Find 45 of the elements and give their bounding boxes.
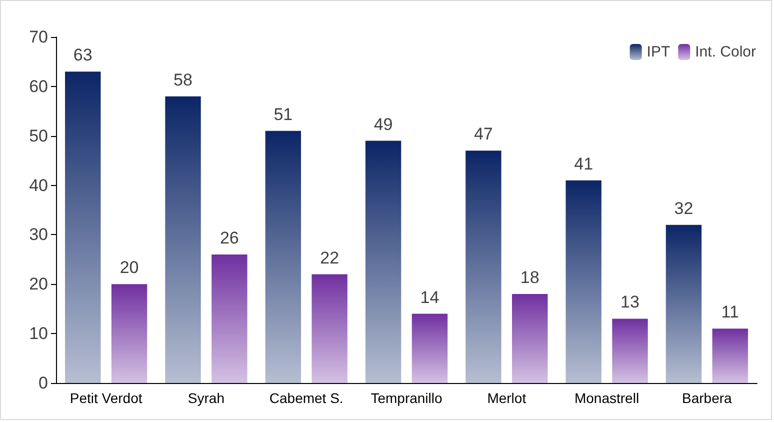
x-tick-label: Merlot: [487, 390, 526, 406]
data-label: 14: [420, 288, 440, 307]
data-label: 51: [274, 104, 293, 124]
bar: [412, 314, 448, 383]
data-label: 20: [120, 258, 139, 278]
y-tick-label: 50: [29, 126, 48, 146]
bar: [111, 284, 148, 383]
bar: [566, 180, 602, 383]
bar: [165, 96, 201, 383]
y-tick-label: 0: [38, 374, 48, 392]
data-label: 18: [520, 268, 540, 288]
bar: [65, 72, 101, 383]
y-tick-label: 10: [29, 324, 48, 344]
bar: [265, 130, 301, 383]
data-label: 47: [474, 124, 493, 144]
x-tick-label: Petit Verdot: [70, 390, 142, 406]
data-label: 26: [220, 228, 239, 248]
bar: [312, 274, 348, 383]
x-tick-label: Monastrell: [574, 390, 640, 406]
y-tick-label: 30: [29, 225, 48, 244]
bar: [466, 150, 502, 383]
bar: [212, 254, 248, 383]
data-label: 13: [620, 292, 640, 312]
legend-label: IPT: [646, 44, 670, 60]
bar: [666, 224, 702, 383]
y-tick-label: 70: [29, 28, 48, 46]
x-tick-label: Cabemet S.: [269, 390, 344, 406]
bar: [365, 140, 402, 383]
bar: [712, 328, 748, 383]
x-tick-label: Tempranillo: [370, 390, 443, 406]
x-tick-label: Barbera: [682, 390, 732, 406]
data-label: 63: [73, 46, 92, 65]
bar: [612, 318, 648, 383]
y-tick-label: 40: [29, 176, 48, 195]
data-label: 32: [674, 198, 694, 218]
data-label: 49: [374, 114, 393, 134]
y-tick-label: 60: [29, 76, 48, 96]
y-tick-label: 20: [29, 274, 48, 294]
data-label: 22: [320, 248, 340, 268]
bar: [512, 294, 548, 383]
data-label: 41: [574, 154, 594, 174]
data-label: 58: [174, 70, 192, 90]
legend-label: Int. Color: [695, 44, 756, 60]
x-tick-label: Syrah: [188, 390, 225, 406]
data-label: 11: [721, 302, 739, 322]
